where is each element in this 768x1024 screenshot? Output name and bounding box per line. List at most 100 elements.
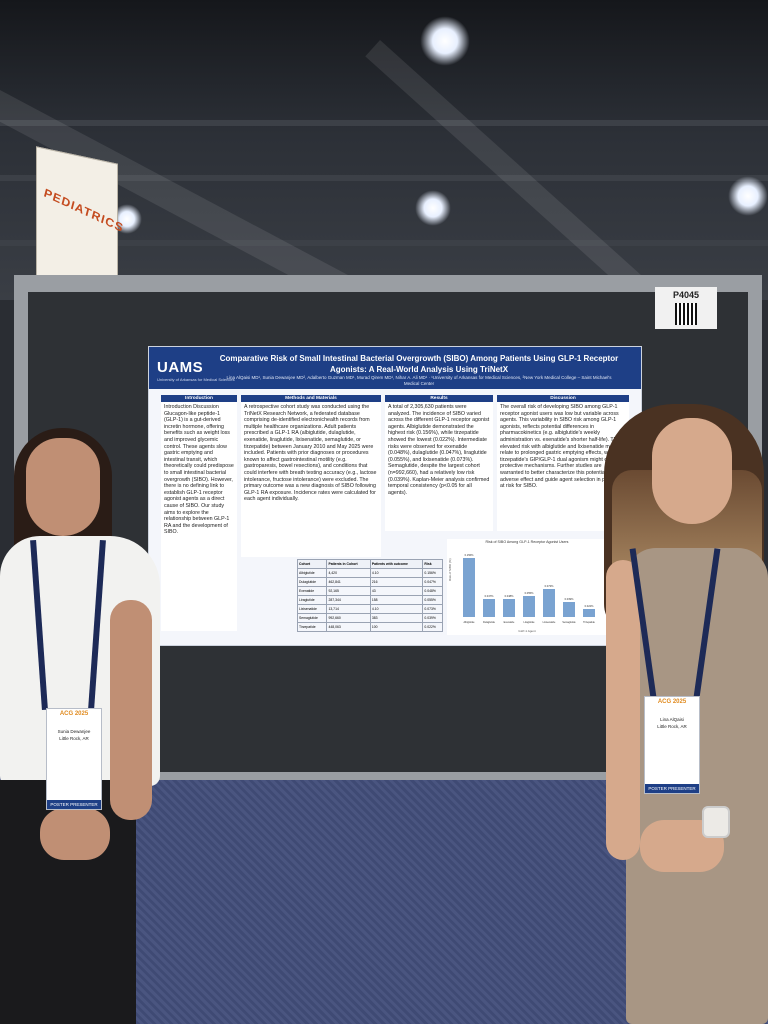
- table-cell: 158: [369, 595, 424, 605]
- table-cell: 448,063: [326, 622, 371, 632]
- table-row: Lixisenatide 13,714 4.10 0.073%: [296, 604, 443, 614]
- badge-event: ACG 2025: [59, 711, 89, 717]
- table-row: Semaglutide 992,660 383 0.039%: [296, 613, 443, 623]
- methods-column: Methods and Materials A retrospective co…: [241, 395, 381, 557]
- table-row: Albiglutide 4,420 4.10 0.156%: [296, 568, 443, 578]
- badge-footer: POSTER PRESENTER: [645, 784, 699, 793]
- table-cell: 0.039%: [422, 613, 443, 623]
- booth-tag: P4045: [655, 287, 717, 329]
- chart-data-label: 0.048%: [504, 594, 514, 598]
- chart-x-label: GLP-1 Agent: [518, 629, 536, 633]
- table-cell: 100: [369, 622, 424, 632]
- chart-data-label: 0.047%: [484, 595, 494, 599]
- table-cell: 462,841: [326, 577, 371, 587]
- chart-category-label: Tirzepatide: [583, 621, 595, 624]
- poster-title: Comparative Risk of Small Intestinal Bac…: [219, 354, 619, 374]
- methods-body: A retrospective cohort study was conduct…: [244, 404, 377, 503]
- chart-bar: [523, 596, 535, 617]
- table-cell: Dulaglutide: [296, 577, 328, 587]
- table-cell: 216: [369, 577, 424, 587]
- table-header-cell: Risk: [422, 559, 443, 569]
- ceiling-truss: [0, 175, 768, 181]
- logo-subtitle: University of Arkansas for Medical Scien…: [157, 377, 235, 382]
- chart-category-label: Lixisenatide: [542, 621, 556, 624]
- section-sign-text: PEDIATRICS: [42, 185, 126, 236]
- poster-authors: Lina AlQaisi MD¹, Sunia Dewanjee MD², Ad…: [226, 375, 612, 386]
- chart-bar: [563, 602, 575, 617]
- table-cell: 0.073%: [422, 604, 443, 614]
- table-cell: Albiglutide: [296, 568, 328, 578]
- table-cell: 92,165: [326, 586, 371, 596]
- table-cell: 0.047%: [422, 577, 443, 587]
- face: [652, 418, 732, 524]
- table-cell: 383: [369, 613, 424, 623]
- introduction-heading: Introduction: [161, 395, 237, 402]
- table-cell: Semaglutide: [296, 613, 328, 623]
- ceiling: [0, 0, 768, 300]
- table-header-cell: Patients with outcome: [369, 559, 424, 569]
- results-heading: Results: [385, 395, 493, 402]
- uams-logo: UAMS: [157, 359, 204, 376]
- chart-category-label: Exenatide: [503, 621, 515, 624]
- hands: [40, 808, 110, 860]
- chart-bar: [483, 599, 495, 617]
- discussion-column: Discussion The overall risk of developin…: [497, 395, 629, 531]
- chart-bar: [583, 608, 595, 617]
- table-cell: Liraglutide: [296, 595, 328, 605]
- badge-name: Lina AlQaisi: [660, 717, 684, 722]
- smartwatch-icon: [702, 806, 730, 838]
- arm: [110, 600, 152, 820]
- introduction-body: Introduction Discussion Glucagon-like pe…: [164, 404, 234, 536]
- table-cell: 4.10: [369, 604, 424, 614]
- table-cell: 0.055%: [422, 595, 443, 605]
- chart-data-label: 0.073%: [544, 585, 554, 589]
- poster-header: UAMS University of Arkansas for Medical …: [149, 347, 641, 389]
- booth-number: P4045: [672, 290, 700, 300]
- name-badge-right: ACG 2025 Lina AlQaisi Little Rock, AR PO…: [644, 696, 700, 794]
- chart-y-label: Risk of SIBO (%): [448, 558, 452, 581]
- chart-data-label: 0.022%: [584, 604, 594, 608]
- table-cell: 287,344: [326, 595, 371, 605]
- face: [26, 438, 100, 536]
- badge-footer: POSTER PRESENTER: [47, 800, 101, 809]
- chart-category-label: Liraglutide: [523, 621, 535, 624]
- ceiling-truss: [0, 240, 768, 246]
- results-table: Cohort Patients in Cohort Patients with ou…: [296, 559, 443, 632]
- badge-event: ACG 2025: [657, 699, 687, 705]
- ceiling-lamp: [420, 16, 470, 66]
- risk-bar-chart: Risk of SIBO Among GLP-1 Receptor Agonis…: [447, 539, 607, 635]
- chart-data-label: 0.039%: [564, 598, 574, 602]
- chart-bar: [503, 598, 515, 617]
- chart-category-label: Semaglutide: [562, 621, 576, 624]
- chart-bar: [463, 558, 475, 617]
- results-column: Results A total of 2,305,630 patients we…: [385, 395, 493, 531]
- table-cell: 13,714: [326, 604, 371, 614]
- chart-data-label: 0.156%: [464, 554, 474, 558]
- table-cell: Lixisenatide: [296, 604, 328, 614]
- discussion-body: The overall risk of developing SIBO amon…: [500, 404, 621, 490]
- chart-title: Risk of SIBO Among GLP-1 Receptor Agonis…: [485, 540, 569, 544]
- chart-category-label: Albiglutide: [463, 621, 475, 624]
- chart-bar: [543, 589, 555, 617]
- table-cell: 4,420: [326, 568, 371, 578]
- name-badge-left: ACG 2025 Sunia Dewanjee Little Rock, AR …: [46, 708, 102, 810]
- table-row: Dulaglutide 462,841 216 0.047%: [296, 577, 443, 587]
- research-poster: UAMS University of Arkansas for Medical …: [148, 346, 642, 646]
- table-cell: 0.022%: [422, 622, 443, 632]
- table-cell: Exenatide: [296, 586, 328, 596]
- table-cell: 43: [369, 586, 424, 596]
- table-cell: 0.156%: [422, 568, 443, 578]
- chart-category-label: Dulaglutide: [483, 621, 495, 624]
- arm: [606, 560, 640, 860]
- ceiling-lamp: [415, 190, 451, 226]
- table-cell: 992,660: [326, 613, 371, 623]
- results-body: A total of 2,305,630 patients were analy…: [388, 404, 490, 496]
- section-sign: PEDIATRICS: [36, 146, 125, 294]
- table-row: Exenatide 92,165 43 0.048%: [296, 586, 443, 596]
- qr-code-icon: [675, 303, 697, 325]
- table-row: Liraglutide 287,344 158 0.055%: [296, 595, 443, 605]
- table-cell: 0.048%: [422, 586, 443, 596]
- badge-location: Little Rock, AR: [59, 736, 89, 741]
- badge-name: Sunia Dewanjee: [57, 729, 91, 734]
